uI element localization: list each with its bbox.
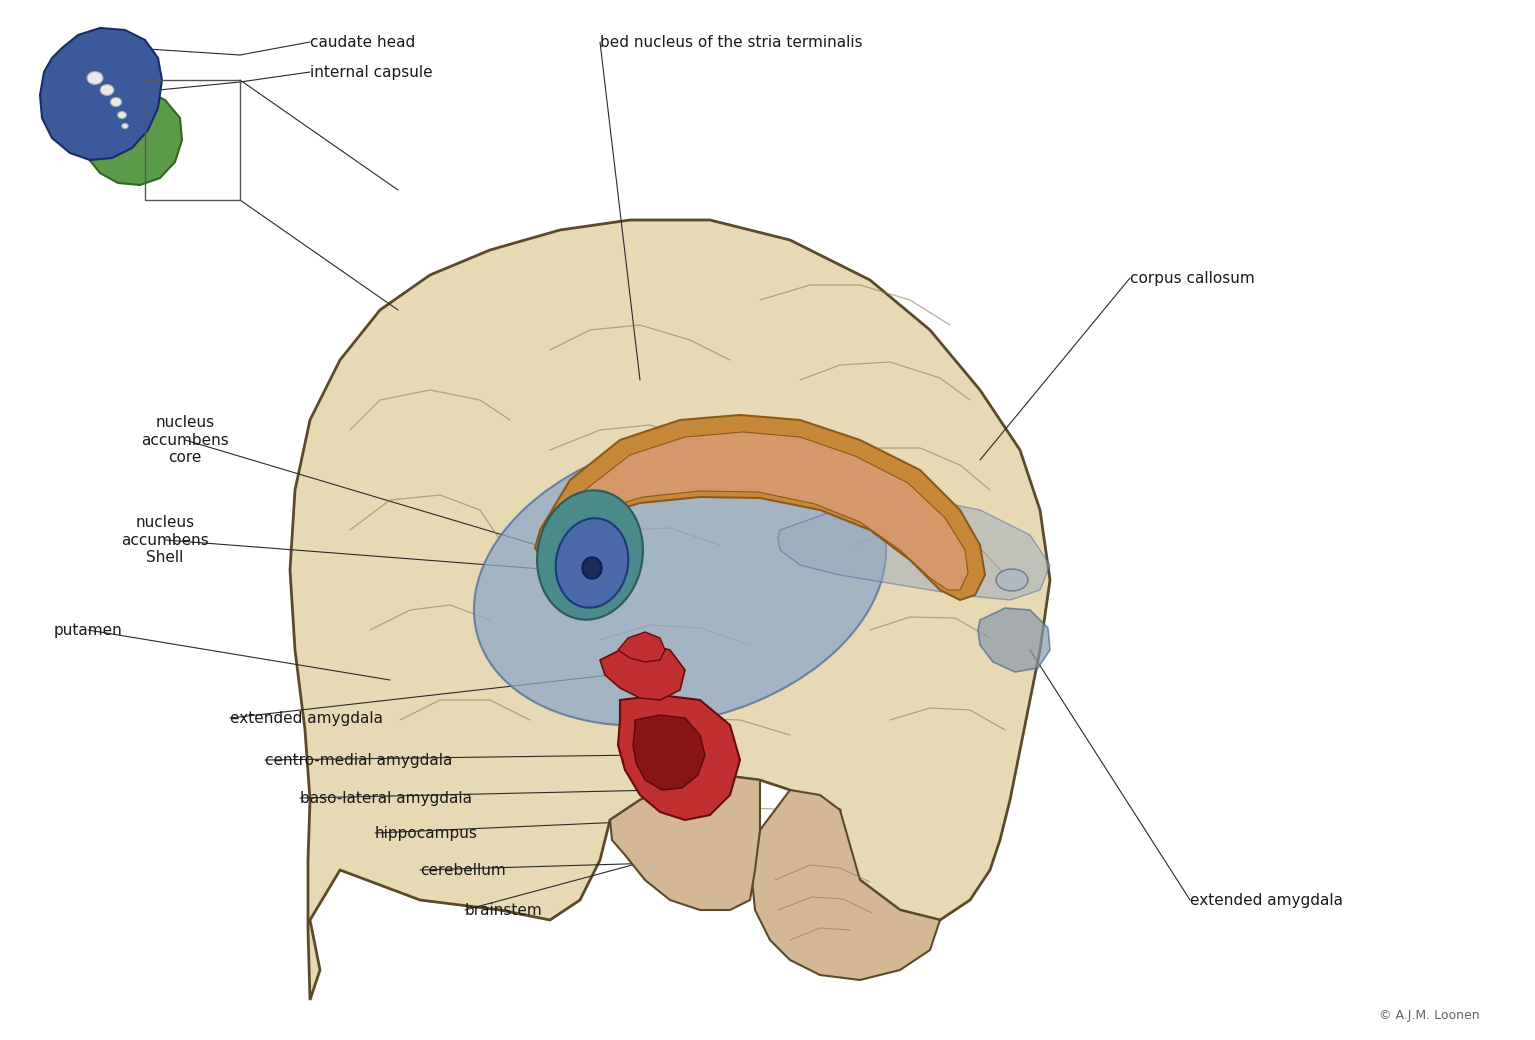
Text: nucleus
accumbens
core: nucleus accumbens core [141, 415, 229, 465]
Ellipse shape [474, 435, 886, 726]
Polygon shape [632, 716, 705, 790]
Text: corpus callosum: corpus callosum [1130, 270, 1254, 286]
Polygon shape [619, 632, 665, 662]
Polygon shape [619, 695, 740, 820]
Text: hippocampus: hippocampus [375, 826, 477, 840]
Text: brainstem: brainstem [465, 903, 543, 917]
Text: putamen: putamen [54, 623, 123, 638]
Text: nucleus
accumbens
Shell: nucleus accumbens Shell [121, 515, 209, 565]
Polygon shape [600, 645, 685, 700]
Polygon shape [778, 498, 1050, 600]
Text: centro-medial amygdala: centro-medial amygdala [266, 753, 453, 768]
Ellipse shape [121, 124, 129, 129]
Ellipse shape [537, 490, 643, 620]
Ellipse shape [87, 72, 103, 84]
Polygon shape [548, 432, 969, 590]
Text: extended amygdala: extended amygdala [1190, 892, 1343, 908]
Ellipse shape [556, 518, 628, 607]
Ellipse shape [100, 84, 114, 96]
Polygon shape [609, 775, 760, 910]
Ellipse shape [111, 98, 121, 106]
Polygon shape [40, 28, 163, 160]
Text: internal capsule: internal capsule [310, 64, 433, 79]
Text: baso-lateral amygdala: baso-lateral amygdala [299, 790, 471, 806]
Polygon shape [536, 415, 985, 600]
Ellipse shape [996, 569, 1028, 591]
Text: cerebellum: cerebellum [421, 862, 505, 878]
Polygon shape [290, 220, 1050, 1000]
Polygon shape [978, 608, 1050, 672]
Text: © A.J.M. Loonen: © A.J.M. Loonen [1380, 1009, 1480, 1021]
Ellipse shape [118, 111, 126, 119]
Ellipse shape [582, 557, 602, 579]
Text: bed nucleus of the stria terminalis: bed nucleus of the stria terminalis [600, 34, 863, 50]
Polygon shape [83, 90, 183, 185]
Text: caudate head: caudate head [310, 34, 416, 50]
Text: extended amygdala: extended amygdala [230, 710, 384, 726]
Bar [144, 80, 239, 200]
Polygon shape [752, 790, 939, 980]
